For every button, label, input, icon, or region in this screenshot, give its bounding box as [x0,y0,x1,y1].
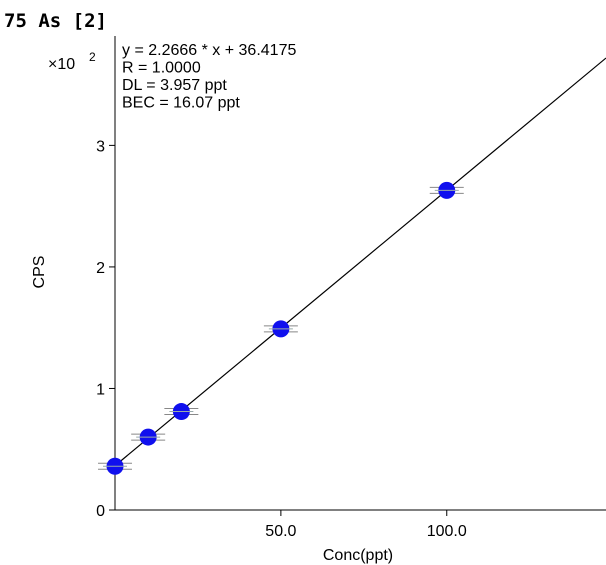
annotation-line: y = 2.2666 * x + 36.4175 [122,42,296,59]
x-tick-label: 50.0 [265,523,296,540]
annotation-line: DL = 3.957 ppt [122,77,227,94]
x-axis-title: Conc(ppt) [323,547,393,564]
data-point [98,457,132,475]
annotation-line: R = 1.0000 [122,60,201,77]
annotation-line: BEC = 16.07 ppt [122,95,240,112]
data-point [131,428,166,446]
data-point [429,181,464,199]
calibration-fit-line [114,57,606,467]
data-point [164,403,199,421]
y-tick-label: 1 [96,381,105,398]
y-tick-label: 2 [96,260,105,277]
data-point [263,320,298,338]
chart-title: 75 As [2] [4,10,107,32]
y-tick-label: 3 [96,138,105,155]
y-tick-label: 0 [96,503,105,520]
y-multiplier-label: ×10 [48,56,75,73]
y-multiplier-exponent: 2 [89,50,96,64]
x-tick-label: 100.0 [427,523,467,540]
y-axis-title: CPS [31,256,48,289]
